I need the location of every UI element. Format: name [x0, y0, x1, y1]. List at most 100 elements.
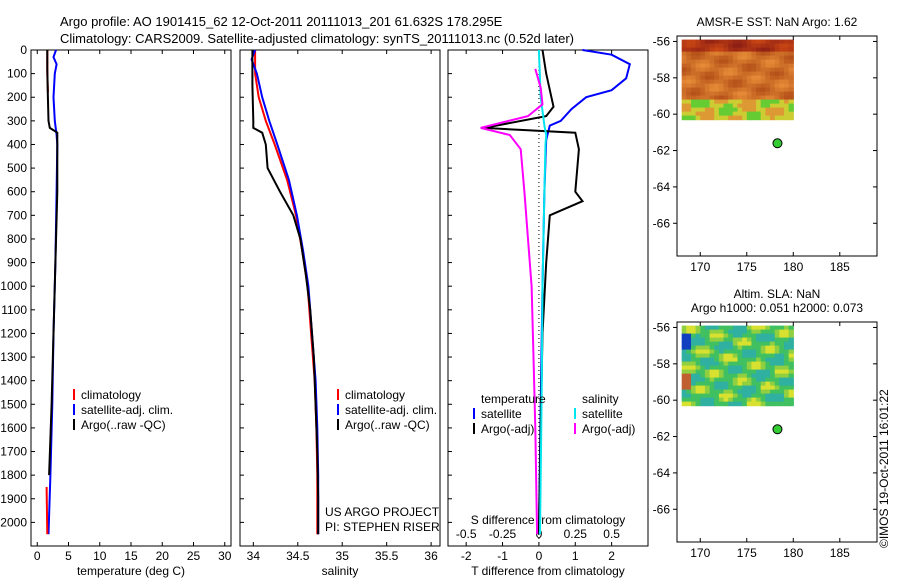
heatmap-cell: [756, 99, 762, 105]
heatmap-cell: [746, 55, 753, 61]
heatmap-cell: [686, 39, 692, 45]
heatmap-cell: [728, 357, 734, 363]
heatmap-cell: [784, 71, 790, 77]
heatmap-cell: [686, 43, 692, 49]
map-lon-label: 175: [737, 260, 757, 274]
heatmap-cell: [695, 381, 701, 387]
salinity-difference-tick-label: -0.25: [489, 527, 517, 541]
heatmap-cell: [751, 87, 757, 93]
heatmap-cell: [788, 43, 794, 49]
heatmap-cell: [751, 71, 757, 77]
heatmap-cell: [691, 341, 697, 347]
heatmap-cell: [737, 353, 743, 359]
heatmap-cell: [728, 95, 734, 101]
heatmap-cell: [737, 389, 743, 395]
heatmap-cell: [788, 107, 794, 113]
heatmap-cell: [756, 103, 762, 109]
heatmap-cell: [714, 47, 720, 53]
heatmap-cell: [746, 59, 753, 65]
heatmap-cell: [718, 59, 725, 65]
heatmap-cell: [779, 71, 785, 77]
heatmap-cell: [718, 107, 725, 113]
heatmap-cell: [779, 55, 785, 61]
heatmap-cell: [765, 333, 771, 339]
heatmap-cell: [756, 47, 762, 53]
heatmap-cell: [732, 333, 739, 339]
heatmap-cell: [709, 63, 715, 69]
heatmap-cell: [737, 43, 743, 49]
heatmap-cell: [700, 393, 706, 399]
heatmap-cell: [765, 115, 771, 121]
heatmap-cell: [756, 333, 762, 339]
heatmap-cell: [742, 341, 748, 347]
heatmap-cell: [704, 389, 711, 395]
salinity-legend-label: satellite: [582, 407, 623, 421]
heatmap-cell: [770, 341, 776, 347]
heatmap-cell: [784, 345, 790, 351]
heatmap-cell: [756, 87, 762, 93]
heatmap-cell: [732, 357, 739, 363]
project-annotation: US ARGO PROJECT: [325, 505, 440, 519]
heatmap-cell: [709, 397, 715, 403]
heatmap-cell: [765, 99, 771, 105]
heatmap-cell: [709, 99, 715, 105]
temperature-legend-label: temperature: [481, 392, 546, 406]
heatmap-cell: [737, 361, 743, 367]
heatmap-cell: [788, 345, 794, 351]
heatmap-cell: [788, 111, 794, 117]
heatmap-cell: [779, 47, 785, 53]
heatmap-cell: [700, 79, 706, 85]
heatmap-cell: [765, 71, 771, 77]
heatmap-cell: [760, 341, 766, 347]
heatmap-cell: [779, 99, 785, 105]
heatmap-cell: [742, 51, 748, 57]
heatmap-cell: [695, 365, 701, 371]
heatmap-cell: [774, 377, 780, 383]
heatmap-cell: [681, 99, 687, 105]
heatmap-cell: [756, 373, 762, 379]
salinity-panel: 34 34.5 35 35.5 36 salinity climatologysatelli…: [239, 49, 441, 578]
heatmap-cell: [714, 373, 720, 379]
heatmap-cell: [765, 393, 771, 399]
heatmap-cell: [751, 43, 757, 49]
heatmap-cell: [695, 353, 701, 359]
heatmap-cell: [681, 91, 687, 97]
heatmap-cell: [774, 63, 780, 69]
heatmap-cell: [732, 79, 739, 85]
heatmap-cell: [681, 349, 687, 355]
sal-argo-line: [251, 50, 320, 535]
heatmap-cell: [691, 361, 697, 367]
heatmap-cell: [695, 47, 701, 53]
heatmap-cell: [728, 71, 734, 77]
heatmap-cell: [751, 369, 757, 375]
heatmap-cell: [765, 79, 771, 85]
heatmap-cell: [732, 361, 739, 367]
heatmap-cell: [760, 43, 766, 49]
heatmap-cell: [788, 95, 794, 101]
heatmap-cell: [774, 349, 780, 355]
heatmap-cell: [709, 329, 715, 335]
heatmap-cell: [774, 115, 780, 121]
heatmap-cell: [737, 75, 743, 81]
heatmap-cell: [686, 87, 692, 93]
heatmap-cell: [756, 381, 762, 387]
difference-xtick-label: 0: [536, 549, 543, 563]
heatmap-cell: [774, 345, 780, 351]
heatmap-cell: [751, 55, 757, 61]
heatmap-cell: [695, 67, 701, 73]
heatmap-cell: [756, 83, 762, 89]
heatmap-cell: [784, 115, 790, 121]
heatmap-cell: [704, 365, 711, 371]
heatmap-cell: [709, 325, 715, 331]
heatmap-cell: [788, 83, 794, 89]
map-lat-label: -64: [653, 466, 671, 480]
heatmap-cell: [700, 71, 706, 77]
depth-tick-label: 1900: [0, 492, 27, 506]
heatmap-cell: [760, 337, 766, 343]
heatmap-cell: [691, 107, 697, 113]
depth-tick-label: 100: [7, 67, 27, 81]
heatmap-cell: [746, 333, 753, 339]
heatmap-cell: [760, 75, 766, 81]
heatmap-cell: [779, 397, 785, 403]
heatmap-cell: [742, 43, 748, 49]
